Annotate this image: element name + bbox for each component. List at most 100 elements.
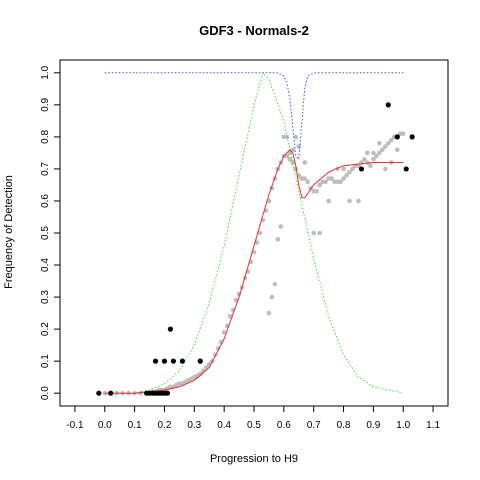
black-point xyxy=(170,358,177,364)
y-tick-label: 0.4 xyxy=(40,258,51,272)
x-tick-label: -0.1 xyxy=(66,420,84,431)
black-point xyxy=(394,134,400,140)
gray-point xyxy=(272,281,278,287)
y-tick-label: 0.6 xyxy=(40,194,51,208)
x-tick-label: 0.7 xyxy=(307,420,321,431)
y-tick-label: 0.8 xyxy=(40,130,51,144)
gray-point xyxy=(257,230,263,236)
black-point xyxy=(164,390,171,396)
gray-point xyxy=(383,166,388,172)
blue-curve xyxy=(104,72,404,161)
black-point xyxy=(358,166,365,172)
black-point xyxy=(409,134,415,140)
y-tick-label: 0.5 xyxy=(40,226,51,240)
gray-point xyxy=(197,371,203,377)
chart-title: GDF3 - Normals-2 xyxy=(199,23,309,38)
gray-point xyxy=(371,150,376,156)
gray-point xyxy=(323,179,328,185)
plot-layer xyxy=(96,71,415,396)
gray-point xyxy=(299,176,305,181)
gray-point xyxy=(290,147,296,153)
black-point xyxy=(197,358,203,364)
y-axis: 0.0 0.1 0.2 0.3 0.4 0.5 0.6 0.7 0.8 0.9 1.0 xyxy=(40,65,60,400)
gray-point xyxy=(383,144,388,149)
gray-point xyxy=(362,157,367,162)
x-tick-label: 0.1 xyxy=(128,420,142,431)
x-tick-label: 0.3 xyxy=(187,420,201,431)
gray-point xyxy=(302,160,308,165)
x-tick-label: 0.8 xyxy=(337,420,351,431)
y-axis-label: Frequency of Detection xyxy=(3,175,15,289)
gray-point xyxy=(341,166,346,172)
y-tick-label: 0.1 xyxy=(40,354,51,368)
black-point xyxy=(96,390,102,396)
y-tick-label: 0.9 xyxy=(40,97,51,111)
gray-point xyxy=(347,169,352,175)
gray-point xyxy=(377,140,382,146)
gray-point xyxy=(380,147,385,153)
red-curve xyxy=(104,148,404,394)
y-tick-label: 0.2 xyxy=(40,322,51,336)
gray-point xyxy=(374,153,379,159)
black-point xyxy=(152,358,159,364)
x-tick-label: 0.4 xyxy=(217,420,231,431)
x-tick-label: 0.5 xyxy=(247,420,261,431)
x-tick-label: 1.1 xyxy=(426,420,440,431)
gray-point xyxy=(314,189,319,194)
gray-point xyxy=(338,179,343,185)
gray-point xyxy=(275,237,281,242)
gray-point xyxy=(371,157,376,162)
gray-point xyxy=(266,310,272,316)
gray-point xyxy=(254,240,260,245)
gray-point xyxy=(356,198,361,204)
y-tick-label: 0.3 xyxy=(40,290,51,304)
gray-point xyxy=(326,198,331,204)
black-points-series xyxy=(96,102,415,396)
gray-point xyxy=(329,176,334,181)
gray-point xyxy=(227,313,233,319)
y-tick-label: 0.0 xyxy=(40,386,51,400)
gray-point xyxy=(317,182,322,188)
gray-point xyxy=(400,131,406,136)
gray-point xyxy=(305,179,311,185)
plot-box xyxy=(59,59,449,407)
gray-point xyxy=(341,176,346,181)
gray-points-series xyxy=(102,131,406,396)
black-point xyxy=(108,390,114,396)
y-tick-label: 0.7 xyxy=(40,162,51,176)
gray-point xyxy=(377,150,382,156)
gray-point xyxy=(102,390,108,396)
gray-point xyxy=(388,137,394,143)
gray-point xyxy=(287,157,293,162)
gray-point xyxy=(350,166,355,172)
black-point xyxy=(403,166,409,172)
gray-point xyxy=(269,294,275,300)
gray-point xyxy=(221,330,227,335)
x-tick-label: 0.0 xyxy=(98,420,112,431)
black-point xyxy=(167,326,174,332)
gray-point xyxy=(293,134,299,140)
gray-point xyxy=(386,140,391,146)
gray-point xyxy=(284,153,290,159)
x-tick-label: 0.2 xyxy=(158,420,172,431)
gray-point xyxy=(317,230,322,236)
x-axis-label: Progression to H9 xyxy=(210,453,298,465)
gray-point xyxy=(290,160,296,165)
x-tick-label: 0.6 xyxy=(277,420,291,431)
x-axis: -0.1 0.0 0.1 0.2 0.3 0.4 0.5 0.6 0.7 0.8 0.9 1.0 1.1 xyxy=(66,406,440,431)
gray-point xyxy=(344,173,349,178)
black-point xyxy=(161,358,168,364)
gray-point xyxy=(278,224,284,229)
gray-point xyxy=(311,230,316,236)
gray-point xyxy=(347,198,352,204)
gray-point xyxy=(394,147,400,153)
black-point xyxy=(179,358,185,364)
black-point xyxy=(385,102,391,108)
x-tick-label: 0.9 xyxy=(366,420,380,431)
gray-point xyxy=(365,150,370,156)
y-tick-label: 1.0 xyxy=(40,65,51,79)
x-tick-label: 1.0 xyxy=(396,420,410,431)
gray-point xyxy=(368,163,373,169)
green-curve xyxy=(134,71,404,394)
